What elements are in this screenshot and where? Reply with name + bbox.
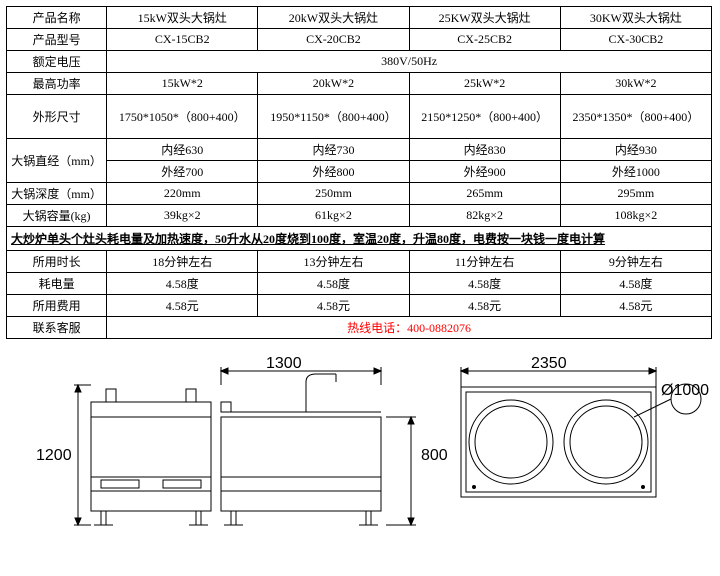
row-label: 大锅容量(kg) [7,205,107,227]
cell: 15kW*2 [107,73,258,95]
hotline-text: 热线电话：400-0882076 [347,321,471,335]
cell: 25KW双头大锅灶 [409,7,560,29]
dim-height-side: 800 [421,447,448,465]
cell: 4.58度 [107,273,258,295]
cell: 外经800 [258,161,409,183]
cell: 4.58度 [560,273,711,295]
hotline-cell: 热线电话：400-0882076 [107,317,712,339]
row-label: 大锅深度（mm） [7,183,107,205]
cell: 4.58元 [107,295,258,317]
cell: 108kg×2 [560,205,711,227]
cell: 4.58元 [560,295,711,317]
cell: 1950*1150*（800+400） [258,95,409,139]
cell: 4.58度 [409,273,560,295]
row-label: 产品名称 [7,7,107,29]
table-row: 所用费用 4.58元 4.58元 4.58元 4.58元 [7,295,712,317]
row-label: 大锅直经（mm） [7,139,107,183]
cell: 250mm [258,183,409,205]
cell: 内经830 [409,139,560,161]
cell: 1750*1050*（800+400） [107,95,258,139]
row-label: 联系客服 [7,317,107,339]
table-row: 外形尺寸 1750*1050*（800+400） 1950*1150*（800+… [7,95,712,139]
cell: 内经930 [560,139,711,161]
cell: 61kg×2 [258,205,409,227]
cell: CX-30CB2 [560,29,711,51]
table-row: 大锅容量(kg) 39kg×2 61kg×2 82kg×2 108kg×2 [7,205,712,227]
cell: CX-20CB2 [258,29,409,51]
cell: 20kW双头大锅灶 [258,7,409,29]
cell: 25kW*2 [409,73,560,95]
cell: 内经730 [258,139,409,161]
table-row: 所用时长 18分钟左右 13分钟左右 11分钟左右 9分钟左右 [7,251,712,273]
table-row: 耗电量 4.58度 4.58度 4.58度 4.58度 [7,273,712,295]
cell: 9分钟左右 [560,251,711,273]
cell: 4.58元 [258,295,409,317]
table-row: 产品型号 CX-15CB2 CX-20CB2 CX-25CB2 CX-30CB2 [7,29,712,51]
cell: 2150*1250*（800+400） [409,95,560,139]
dim-width-front: 1300 [266,355,302,373]
table-row: 大锅直经（mm） 内经630 内经730 内经830 内经930 [7,139,712,161]
contact-row: 联系客服 热线电话：400-0882076 [7,317,712,339]
cell: 82kg×2 [409,205,560,227]
cell: 外经700 [107,161,258,183]
cell: 外经1000 [560,161,711,183]
dim-width-top: 2350 [531,355,567,373]
cell: 4.58元 [409,295,560,317]
cell: 18分钟左右 [107,251,258,273]
cell: CX-25CB2 [409,29,560,51]
cell: 外经900 [409,161,560,183]
dim-diameter: Ø1000 [661,382,709,400]
dim-height: 1200 [36,447,72,465]
cell: 2350*1350*（800+400） [560,95,711,139]
table-row: 最高功率 15kW*2 20kW*2 25kW*2 30kW*2 [7,73,712,95]
row-label: 外形尺寸 [7,95,107,139]
table-row: 额定电压 380V/50Hz [7,51,712,73]
cell: 内经630 [107,139,258,161]
cell: CX-15CB2 [107,29,258,51]
spec-table: 产品名称 15kW双头大锅灶 20kW双头大锅灶 25KW双头大锅灶 30KW双… [6,6,712,339]
row-label: 产品型号 [7,29,107,51]
cell: 30KW双头大锅灶 [560,7,711,29]
note-row: 大炒炉单头个灶头耗电量及加热速度，50升水从20度烧到100度，室温20度，升温… [7,227,712,251]
cell: 295mm [560,183,711,205]
cell: 39kg×2 [107,205,258,227]
cell: 11分钟左右 [409,251,560,273]
row-label: 耗电量 [7,273,107,295]
cell: 265mm [409,183,560,205]
cell: 220mm [107,183,258,205]
row-label: 所用费用 [7,295,107,317]
table-row: 外经700 外经800 外经900 外经1000 [7,161,712,183]
cell: 15kW双头大锅灶 [107,7,258,29]
cell: 30kW*2 [560,73,711,95]
table-row: 产品名称 15kW双头大锅灶 20kW双头大锅灶 25KW双头大锅灶 30KW双… [7,7,712,29]
row-label: 所用时长 [7,251,107,273]
row-label: 最高功率 [7,73,107,95]
table-row: 大锅深度（mm） 220mm 250mm 265mm 295mm [7,183,712,205]
row-label: 额定电压 [7,51,107,73]
cell: 13分钟左右 [258,251,409,273]
drawing-svg [6,347,712,537]
note-text: 大炒炉单头个灶头耗电量及加热速度，50升水从20度烧到100度，室温20度，升温… [7,227,712,251]
cell: 4.58度 [258,273,409,295]
cell: 20kW*2 [258,73,409,95]
technical-drawing: 1200 1300 800 2350 Ø1000 [6,347,712,537]
cell-merged: 380V/50Hz [107,51,712,73]
